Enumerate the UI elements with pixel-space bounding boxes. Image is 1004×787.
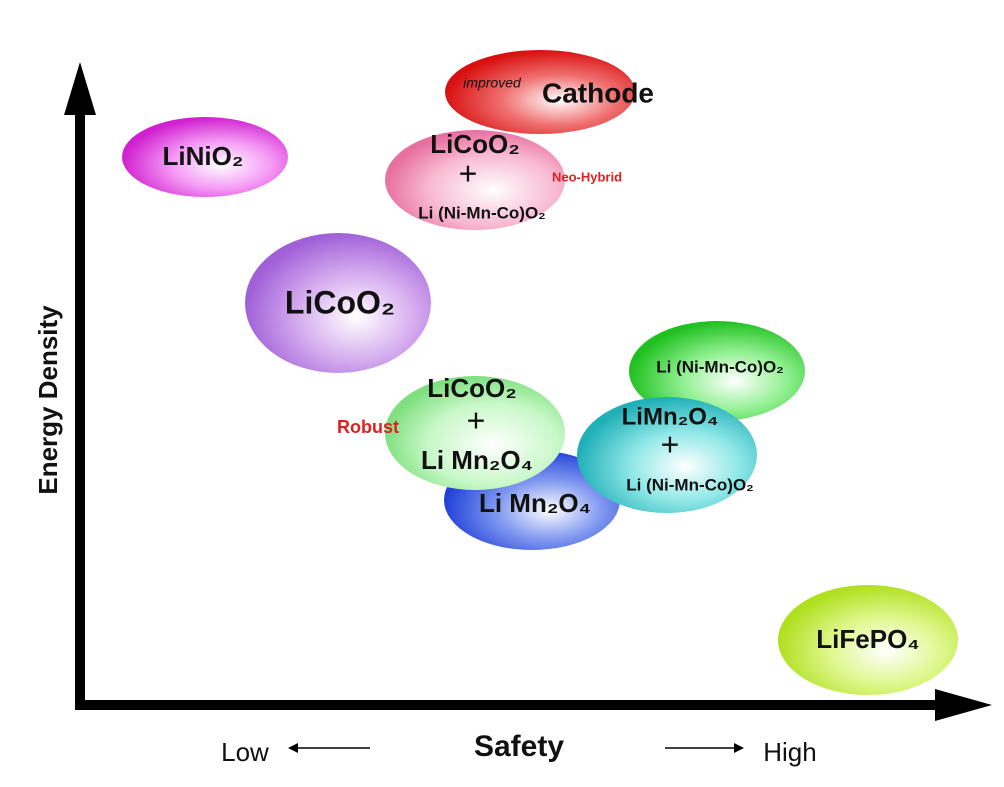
x-high-label: High [763,737,816,767]
node-note: Robust [337,417,399,437]
node-ellipse [122,117,288,197]
node-ellipse [577,397,757,513]
node-plus: + [459,155,478,191]
node-ellipse [385,130,565,230]
y-axis-label: Energy Density [33,305,63,495]
x-arrowhead [935,689,992,721]
node-label: Li (Ni-Mn-Co)O₂ [418,203,545,222]
y-arrowhead [64,62,96,115]
node-prefix: improved [463,75,522,91]
node-label: LiMn₂O₄ [622,403,719,430]
node-label: LiFePO₄ [816,624,919,654]
node-ellipse [445,50,635,134]
node-label: LiCoO₂ [427,373,517,403]
low-arrowhead [288,743,298,753]
node-plus: + [661,426,680,462]
node-label: LiCoO₂ [430,129,520,159]
high-arrowhead [734,743,744,753]
node-label: Li Mn₂O₄ [479,488,591,518]
node-label: LiNiO₂ [163,141,244,171]
node-label: Li (Ni-Mn-Co)O₂ [626,475,753,494]
node-note: Neo-Hybrid [552,169,622,184]
node-plus: + [467,402,486,438]
node-label: Li Mn₂O₄ [421,445,533,475]
node-label: Li (Ni-Mn-Co)O₂ [656,357,783,376]
node-label: LiCoO₂ [285,284,395,320]
node-ellipse [629,321,805,421]
x-axis-label: Safety [474,730,564,763]
node-ellipse [245,233,431,373]
x-low-label: Low [221,737,269,767]
node-label: Cathode [542,77,654,108]
node-ellipse [385,376,565,490]
node-ellipse [778,585,958,695]
